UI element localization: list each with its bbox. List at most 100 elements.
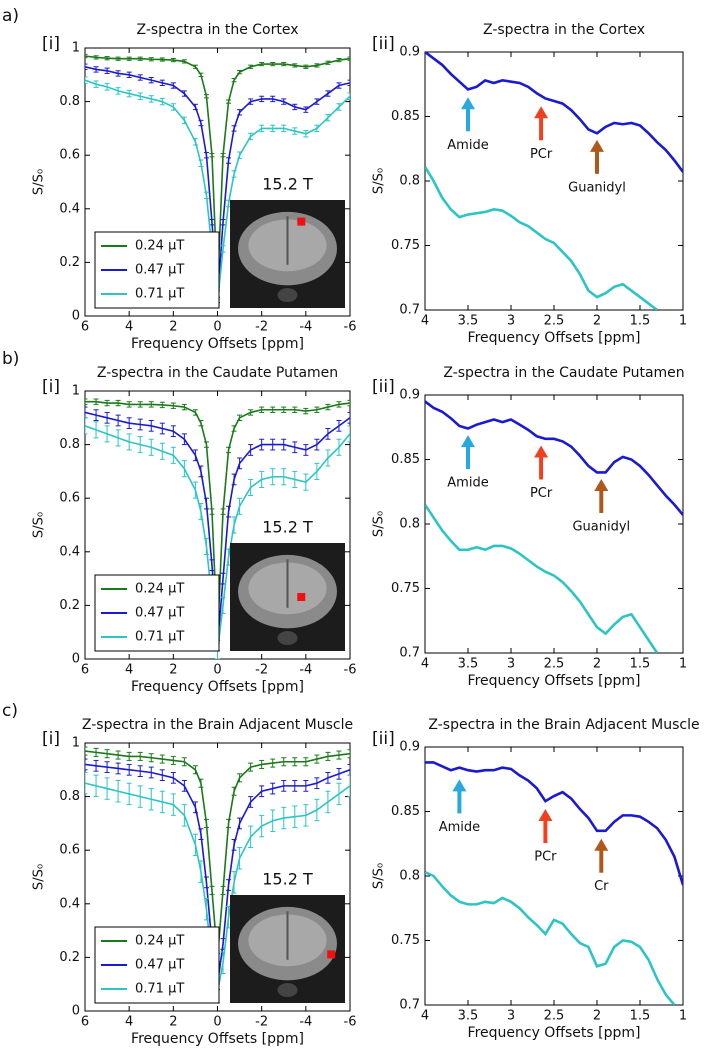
error-bar — [192, 765, 198, 775]
error-bar — [181, 780, 187, 792]
error-bar — [325, 771, 331, 784]
y-tick-label: 0.9 — [399, 45, 420, 60]
error-bar — [126, 782, 132, 806]
error-bar — [231, 170, 237, 178]
error-bar — [314, 777, 320, 790]
annotation-arrow-head — [461, 97, 475, 110]
y-tick-label: 0.9 — [399, 740, 420, 755]
error-bar — [181, 757, 187, 767]
error-bar — [104, 749, 110, 759]
x-tick-label: 3 — [507, 1009, 515, 1024]
annotation-label: PCr — [530, 486, 553, 501]
error-bar — [270, 809, 276, 832]
error-bar — [126, 89, 132, 98]
x-tick-label: 2 — [593, 314, 601, 329]
error-bar — [126, 417, 132, 430]
error-bar — [148, 438, 154, 456]
sub-panel-label: [ii] — [372, 34, 395, 54]
y-tick-label: 0 — [72, 1004, 80, 1019]
error-bar — [325, 60, 331, 65]
error-bar — [259, 95, 265, 103]
error-bar — [203, 537, 209, 555]
error-bar — [281, 438, 287, 451]
error-bar — [203, 818, 209, 828]
x-axis-label: Frequency Offsets [ppm] — [468, 673, 641, 689]
error-bar — [170, 402, 176, 409]
error-bar — [148, 753, 154, 763]
error-bar — [85, 746, 88, 756]
error-bar — [231, 473, 237, 486]
error-bar — [281, 61, 287, 67]
y-tick-label: 0.75 — [391, 238, 420, 253]
error-bar — [93, 398, 99, 405]
error-bar — [259, 438, 265, 451]
error-bar — [292, 103, 298, 111]
error-bar — [181, 403, 187, 411]
annotation-label: Guanidyl — [568, 180, 626, 195]
error-bar — [209, 885, 215, 895]
y-tick-label: 0.6 — [59, 148, 80, 163]
x-tick-label: 0 — [213, 320, 221, 335]
error-bar — [93, 55, 99, 60]
x-tick-label: 2 — [169, 663, 177, 678]
error-bar — [325, 751, 331, 761]
x-tick-label: -4 — [299, 1015, 312, 1030]
x-tick-label: 4 — [125, 320, 133, 335]
error-bar — [248, 132, 254, 141]
error-bar — [198, 419, 204, 427]
error-bar — [170, 755, 176, 765]
x-tick-label: 4 — [125, 1015, 133, 1030]
x-tick-label: -6 — [344, 663, 357, 678]
annotation-label: Amide — [447, 476, 488, 491]
y-tick-label: 0.2 — [59, 950, 80, 965]
error-bar — [181, 90, 187, 97]
error-bar — [292, 805, 298, 828]
legend-label: 0.24 μT — [135, 239, 184, 254]
error-bar — [126, 751, 132, 761]
error-bar — [220, 153, 226, 158]
error-bar — [137, 418, 143, 431]
inset-roi — [297, 217, 306, 226]
error-bar — [209, 153, 215, 158]
x-tick-label: 2 — [169, 320, 177, 335]
y-axis-label: S/S₀ — [32, 864, 47, 890]
plot-frame — [424, 51, 684, 311]
error-bar — [192, 833, 198, 857]
error-bar — [270, 782, 276, 795]
error-bar — [248, 98, 254, 105]
plot-frame — [424, 394, 684, 654]
x-tick-label: 1 — [679, 314, 687, 329]
error-bar — [347, 79, 350, 87]
error-bar — [126, 56, 132, 61]
error-bar — [248, 64, 254, 69]
error-bar — [203, 441, 209, 448]
error-bar — [85, 76, 88, 84]
error-bar — [148, 419, 154, 432]
error-bar — [159, 57, 165, 62]
plot-area — [85, 398, 350, 659]
error-bar — [170, 771, 176, 784]
error-bar — [115, 70, 121, 77]
error-bar — [259, 470, 265, 488]
error-bar — [237, 847, 243, 870]
y-tick-label: 1 — [72, 41, 80, 56]
error-bar — [85, 771, 88, 795]
x-tick-label: 0 — [213, 1015, 221, 1030]
y-tick-label: 0.2 — [59, 255, 80, 270]
plot-area — [425, 761, 683, 1005]
inset-roi — [327, 950, 336, 959]
x-tick-label: 3 — [507, 657, 515, 672]
error-bar — [248, 409, 254, 416]
plot-frame — [424, 746, 684, 1006]
error-bar — [137, 751, 143, 761]
error-bar — [170, 103, 176, 111]
error-bar — [137, 401, 143, 408]
x-tick-label: 4 — [421, 1009, 429, 1024]
inset-roi — [297, 593, 306, 601]
error-bar — [203, 191, 209, 200]
x-tick-label: 4 — [125, 663, 133, 678]
annotation-label: Cr — [594, 879, 609, 894]
error-bar — [93, 66, 99, 73]
sub-panel-label: [i] — [42, 34, 60, 54]
y-tick-label: 0.85 — [391, 452, 420, 467]
